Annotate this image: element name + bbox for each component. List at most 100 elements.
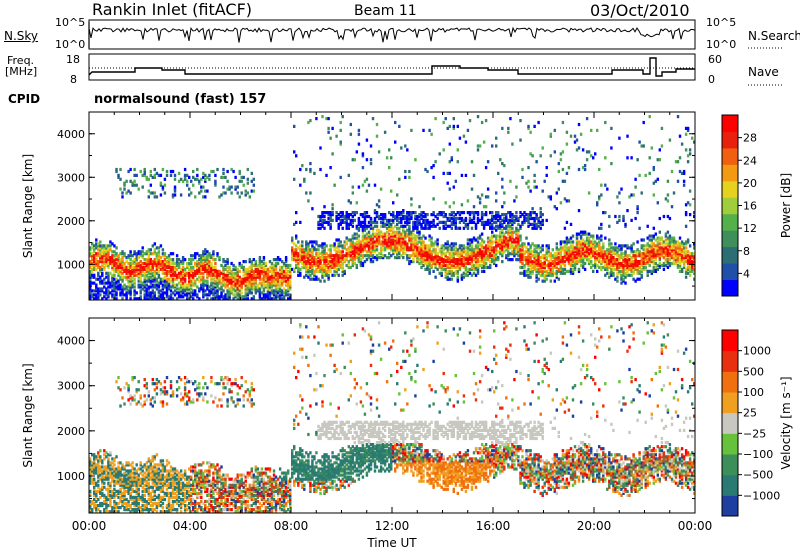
radar-cell — [553, 150, 557, 154]
radar-cell — [224, 175, 227, 179]
radar-cell — [214, 179, 217, 183]
radar-cell — [325, 117, 328, 121]
radar-cell — [163, 285, 167, 289]
radar-cell — [139, 283, 142, 287]
radar-cell — [234, 289, 237, 293]
radar-cell — [151, 271, 155, 275]
radar-cell — [230, 261, 233, 266]
radar-cell — [436, 213, 439, 217]
radar-cell — [688, 273, 692, 277]
radar-cell — [436, 222, 439, 226]
radar-cell — [107, 254, 110, 258]
radar-cell — [159, 260, 163, 264]
radar-cell — [196, 271, 199, 275]
radar-cell — [163, 291, 167, 295]
radar-cell — [202, 277, 205, 281]
radar-cell — [206, 261, 209, 266]
radar-cell — [111, 260, 114, 264]
radar-cell — [129, 269, 132, 273]
radar-cell — [173, 189, 177, 193]
radar-cell — [119, 269, 122, 273]
radar-cell — [127, 271, 130, 275]
radar-cell — [432, 164, 435, 168]
radar-cell — [192, 283, 195, 287]
radar-cell — [305, 273, 308, 277]
radar-cell — [198, 179, 201, 183]
radar-cell — [327, 126, 330, 130]
radar-cell — [192, 275, 195, 279]
radar-cell — [365, 254, 369, 258]
radar-cell — [466, 246, 470, 250]
radar-cell — [402, 209, 405, 213]
radar-cell — [416, 246, 419, 250]
radar-cell — [143, 277, 146, 281]
radar-cell — [129, 261, 132, 266]
radar-cell — [135, 263, 138, 268]
radar-cell — [131, 260, 134, 264]
radar-cell — [486, 195, 490, 199]
radar-cell — [165, 295, 169, 299]
radar-cell — [432, 269, 435, 273]
radar-cell — [482, 140, 486, 144]
radar-cell — [458, 226, 462, 230]
radar-cell — [129, 285, 132, 289]
radar-cell — [355, 240, 359, 244]
radar-cell — [171, 267, 175, 271]
radar-cell — [608, 224, 611, 228]
radar-cell — [145, 267, 149, 271]
radar-cell — [93, 275, 96, 279]
radar-cell — [222, 297, 225, 301]
radar-cell — [666, 230, 670, 234]
radar-cell — [545, 277, 548, 281]
radar-cell — [133, 289, 136, 293]
radar-cell — [89, 293, 92, 297]
radar-cell — [662, 267, 666, 271]
radar-cell — [638, 260, 641, 264]
radar-cell — [587, 191, 591, 195]
radar-cell — [147, 258, 151, 262]
radar-cell — [153, 295, 157, 299]
radar-cell — [220, 295, 223, 299]
radar-cell — [396, 193, 399, 197]
radar-cell — [638, 250, 641, 254]
radar-cell — [101, 267, 104, 271]
radar-cell — [173, 261, 177, 266]
radar-cell — [464, 173, 468, 177]
radar-cell — [151, 283, 155, 287]
radar-cell — [157, 273, 161, 277]
radar-cell — [123, 183, 126, 187]
radar-cell — [218, 281, 221, 285]
radar-cell — [464, 140, 468, 144]
radar-cell — [123, 293, 126, 297]
radar-cell — [177, 295, 181, 299]
radar-cell — [559, 201, 563, 205]
radar-cell — [222, 267, 225, 271]
radar-cell — [361, 166, 365, 170]
radar-cell — [408, 224, 411, 228]
radar-cell — [587, 252, 591, 256]
radar-cell — [113, 267, 116, 271]
radar-cell — [587, 150, 591, 154]
radar-cell — [355, 236, 359, 240]
radar-cell — [299, 220, 302, 224]
radar-cell — [123, 254, 126, 258]
radar-cell — [151, 291, 155, 295]
radar-cell — [234, 175, 237, 179]
radar-cell — [222, 265, 225, 269]
radar-cell — [93, 260, 96, 264]
radar-cell — [618, 261, 621, 266]
radar-cell — [513, 199, 516, 203]
radar-cell — [470, 160, 474, 164]
radar-cell — [167, 283, 171, 287]
radar-cell — [117, 267, 120, 271]
radar-cell — [159, 181, 163, 185]
radar-cell — [206, 250, 209, 254]
radar-cell — [501, 205, 504, 209]
radar-cell — [105, 271, 108, 275]
radar-cell — [151, 260, 155, 264]
radar-cell — [149, 279, 153, 283]
radar-cell — [295, 154, 298, 158]
radar-cell — [141, 273, 144, 277]
radar-cell — [319, 279, 322, 283]
radar-cell — [125, 267, 128, 271]
